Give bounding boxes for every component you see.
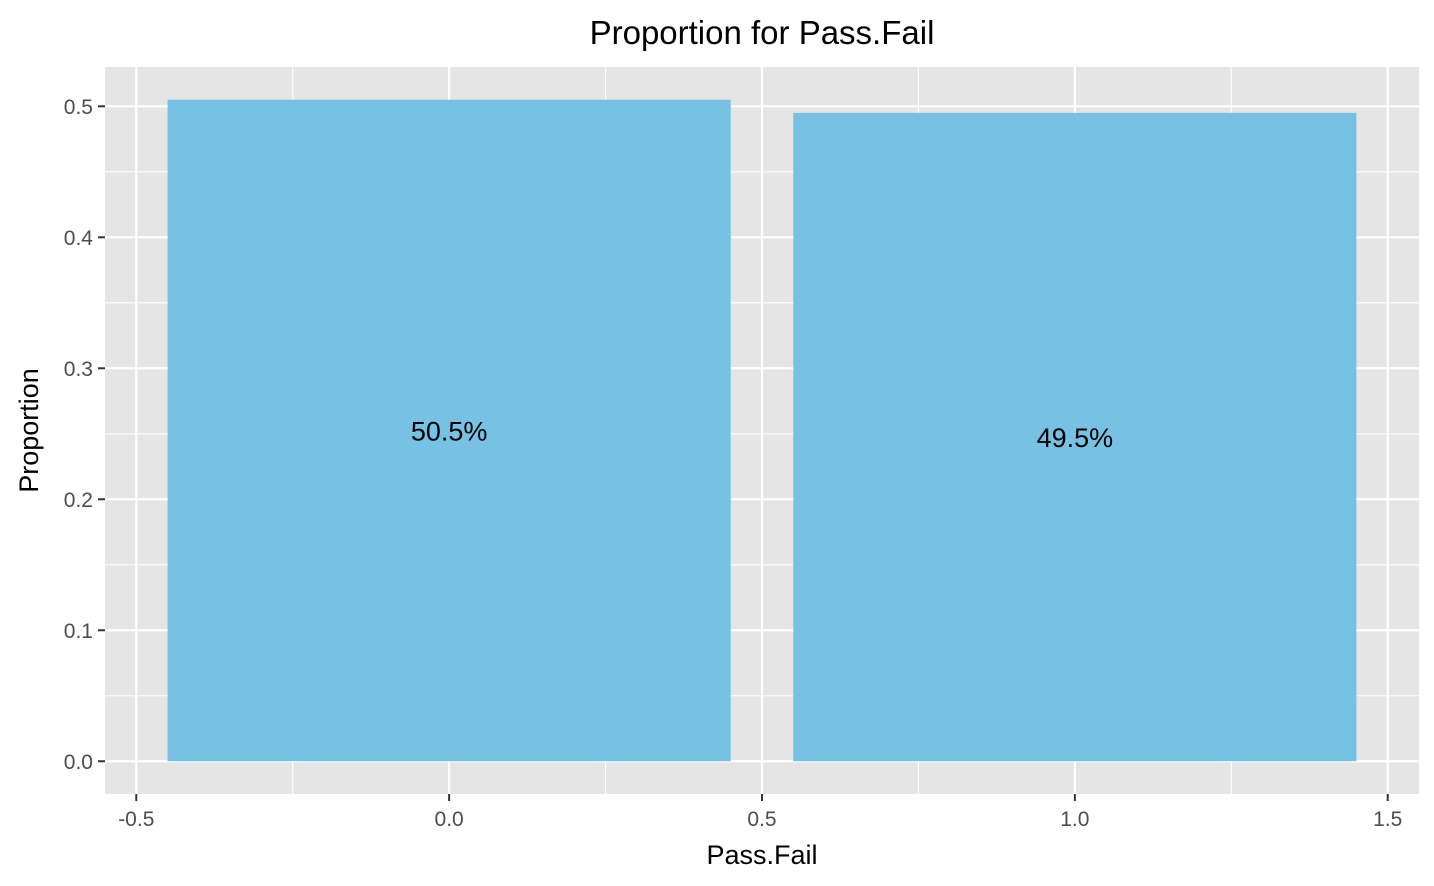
y-tick-label: 0.3 — [64, 358, 93, 381]
x-tick-label: 0.5 — [747, 808, 776, 831]
bar-label-1: 49.5% — [1037, 423, 1114, 453]
y-axis-title: Proportion — [14, 368, 44, 493]
y-tick-label: 0.5 — [64, 96, 93, 119]
y-tick-label: 0.1 — [64, 620, 93, 643]
y-axis: 0.0 0.1 0.2 0.3 0.4 0.5 — [64, 96, 105, 774]
x-tick-label: 0.0 — [435, 808, 464, 831]
x-tick-label: 1.5 — [1373, 808, 1402, 831]
bar-1 — [793, 112, 1357, 762]
y-tick-label: 0.0 — [64, 751, 93, 774]
y-tick-label: 0.2 — [64, 489, 93, 512]
bar-0 — [167, 99, 731, 762]
x-axis: -0.5 0.0 0.5 1.0 1.5 — [118, 794, 1402, 831]
x-axis-title: Pass.Fail — [706, 840, 817, 870]
bar-labels: 50.5% 49.5% — [411, 417, 1113, 454]
x-tick-label: -0.5 — [118, 808, 154, 831]
chart-title: Proportion for Pass.Fail — [590, 14, 935, 51]
x-tick-label: 1.0 — [1060, 808, 1089, 831]
bar-label-0: 50.5% — [411, 417, 488, 447]
y-tick-label: 0.4 — [64, 227, 94, 250]
bars — [167, 99, 1357, 762]
